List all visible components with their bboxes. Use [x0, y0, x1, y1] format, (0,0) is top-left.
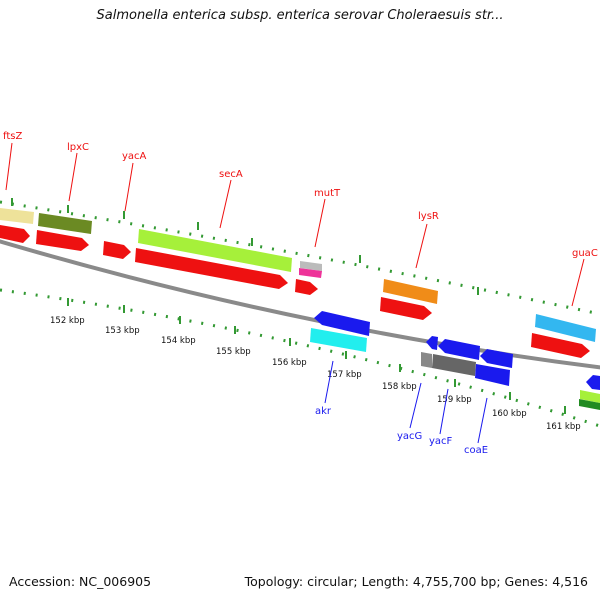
reverse-gene-boxes: [310, 328, 476, 376]
tick-label: 153 kbp: [105, 326, 140, 336]
genome-stats-text: Topology: circular; Length: 4,755,700 bp…: [244, 574, 588, 589]
tick-label: 158 kbp: [382, 382, 417, 392]
forward-gene-boxes: [0, 208, 600, 410]
bottom-leader-lines: [324, 360, 488, 444]
arrow-blue: [586, 375, 600, 390]
gene-box-right-lime: [580, 390, 600, 403]
gene-box-mutt-grey: [300, 261, 322, 271]
tick-label: 155 kbp: [216, 347, 251, 357]
tick-label: 161 kbp: [546, 422, 581, 432]
gene-box-right-green: [579, 399, 600, 410]
arrow-red: [135, 248, 288, 289]
gene-box-guac-cyan: [535, 314, 596, 342]
tick-label: 152 kbp: [50, 316, 85, 326]
gene-box-grey-left: [421, 352, 432, 368]
gene-box-lpxc-olive: [38, 213, 92, 234]
accession-text: Accession: NC_006905: [9, 574, 152, 589]
gene-box-mutt-pink: [299, 268, 322, 278]
gene-label-akr[interactable]: akr: [315, 406, 332, 417]
upper-tick-ruler: [0, 200, 600, 316]
gene-label-yacf[interactable]: yacF: [429, 436, 453, 447]
arrow-red: [103, 241, 131, 259]
tick-label: 157 kbp: [327, 370, 362, 380]
gene-label-yaca[interactable]: yacA: [122, 151, 147, 162]
gene-label-lysr[interactable]: lysR: [418, 211, 439, 222]
gene-label-lpxc[interactable]: lpxC: [67, 142, 89, 153]
gene-box-akr-cyan: [310, 328, 367, 352]
gene-label-seca[interactable]: secA: [219, 169, 243, 180]
gene-label-mutt[interactable]: mutT: [314, 188, 341, 199]
arrow-red: [36, 230, 89, 251]
forward-arrows: [0, 225, 590, 358]
gene-label-yacg[interactable]: yacG: [397, 431, 422, 442]
arrow-red: [380, 297, 432, 320]
tick-label: 160 kbp: [492, 409, 527, 419]
tick-label: 156 kbp: [272, 358, 307, 368]
arrow-blue: [475, 364, 510, 386]
arrow-red: [0, 225, 30, 243]
lower-major-ticks: [67, 298, 566, 414]
map-title: Salmonella enterica subsp. enterica sero…: [96, 8, 504, 23]
tick-label: 154 kbp: [161, 336, 196, 346]
gene-label-guac[interactable]: guaC: [572, 248, 598, 259]
upper-major-ticks: [11, 198, 479, 295]
gene-box-grey: [432, 354, 476, 376]
lower-tick-ruler: [0, 288, 600, 428]
arrow-blue: [314, 311, 370, 336]
gene-label-coae[interactable]: coaE: [464, 445, 488, 456]
arrow-blue: [480, 349, 513, 368]
arrow-red: [295, 279, 318, 295]
gene-label-ftsz[interactable]: ftsZ: [3, 131, 22, 142]
gene-box-lysr-orange: [383, 279, 438, 304]
arrow-blue: [426, 336, 438, 350]
arrow-blue: [438, 339, 480, 360]
reverse-arrows: [314, 311, 600, 390]
tick-label: 159 kbp: [437, 395, 472, 405]
top-leader-lines: [5, 142, 585, 307]
gene-box-ftsz-pale: [0, 208, 34, 224]
arrow-red: [531, 333, 590, 358]
genome-backbone: [0, 239, 600, 370]
gene-box-seca-lime: [138, 229, 292, 272]
